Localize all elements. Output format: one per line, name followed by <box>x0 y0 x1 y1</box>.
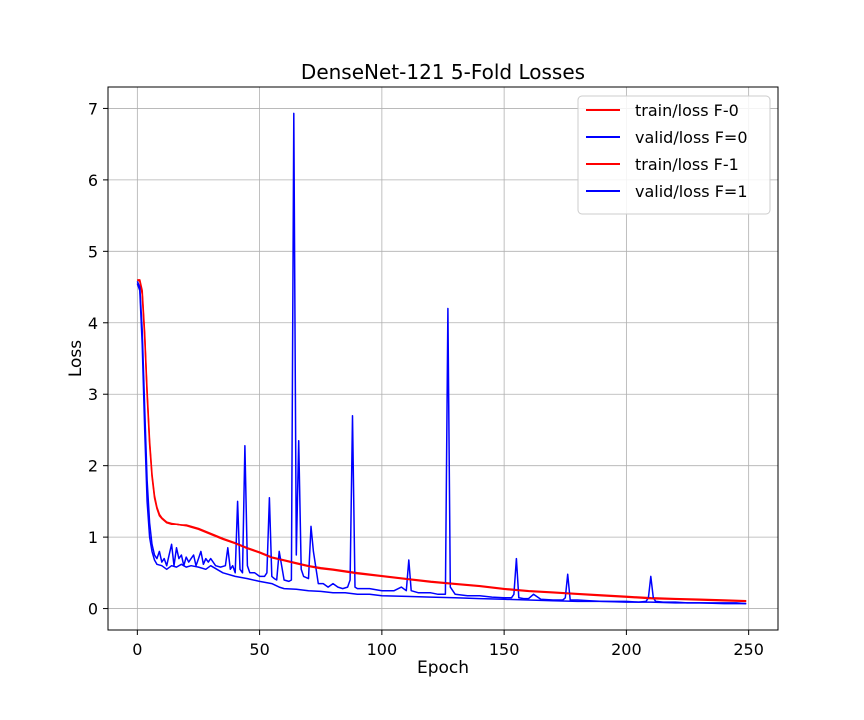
x-axis-label: Epoch <box>417 658 469 678</box>
y-tick-label: 5 <box>88 242 98 261</box>
series-line-3 <box>136 283 747 605</box>
legend-entry-label: valid/loss F=0 <box>635 128 748 147</box>
legend-entry-label: train/loss F-1 <box>635 155 739 174</box>
plot-frame <box>107 86 779 631</box>
y-tick-label: 0 <box>88 600 98 619</box>
axis-ticks: 0 50 100 150 200 250 0 1 2 3 4 5 6 7 <box>88 99 764 659</box>
y-tick-label: 1 <box>88 528 98 547</box>
legend: train/loss F-0 valid/loss F=0 train/loss F… <box>577 95 771 215</box>
legend-entry-label: valid/loss F=1 <box>635 182 748 201</box>
x-tick-label: 50 <box>249 640 269 659</box>
chart-title: DenseNet-121 5-Fold Losses <box>301 60 585 84</box>
y-tick-label: 3 <box>88 385 98 404</box>
legend-entry-label: train/loss F-0 <box>635 101 739 120</box>
x-tick-label: 100 <box>367 640 398 659</box>
legend-box <box>577 95 771 215</box>
y-tick-label: 7 <box>88 99 98 118</box>
series-lines <box>136 112 747 605</box>
y-tick-label: 2 <box>88 457 98 476</box>
x-tick-label: 0 <box>132 640 142 659</box>
x-tick-label: 150 <box>489 640 520 659</box>
y-tick-label: 4 <box>88 314 98 333</box>
series-line-2 <box>137 279 747 603</box>
y-tick-label: 6 <box>88 171 98 190</box>
x-tick-label: 250 <box>733 640 764 659</box>
y-axis-label: Loss <box>66 340 86 377</box>
x-tick-label: 200 <box>611 640 642 659</box>
